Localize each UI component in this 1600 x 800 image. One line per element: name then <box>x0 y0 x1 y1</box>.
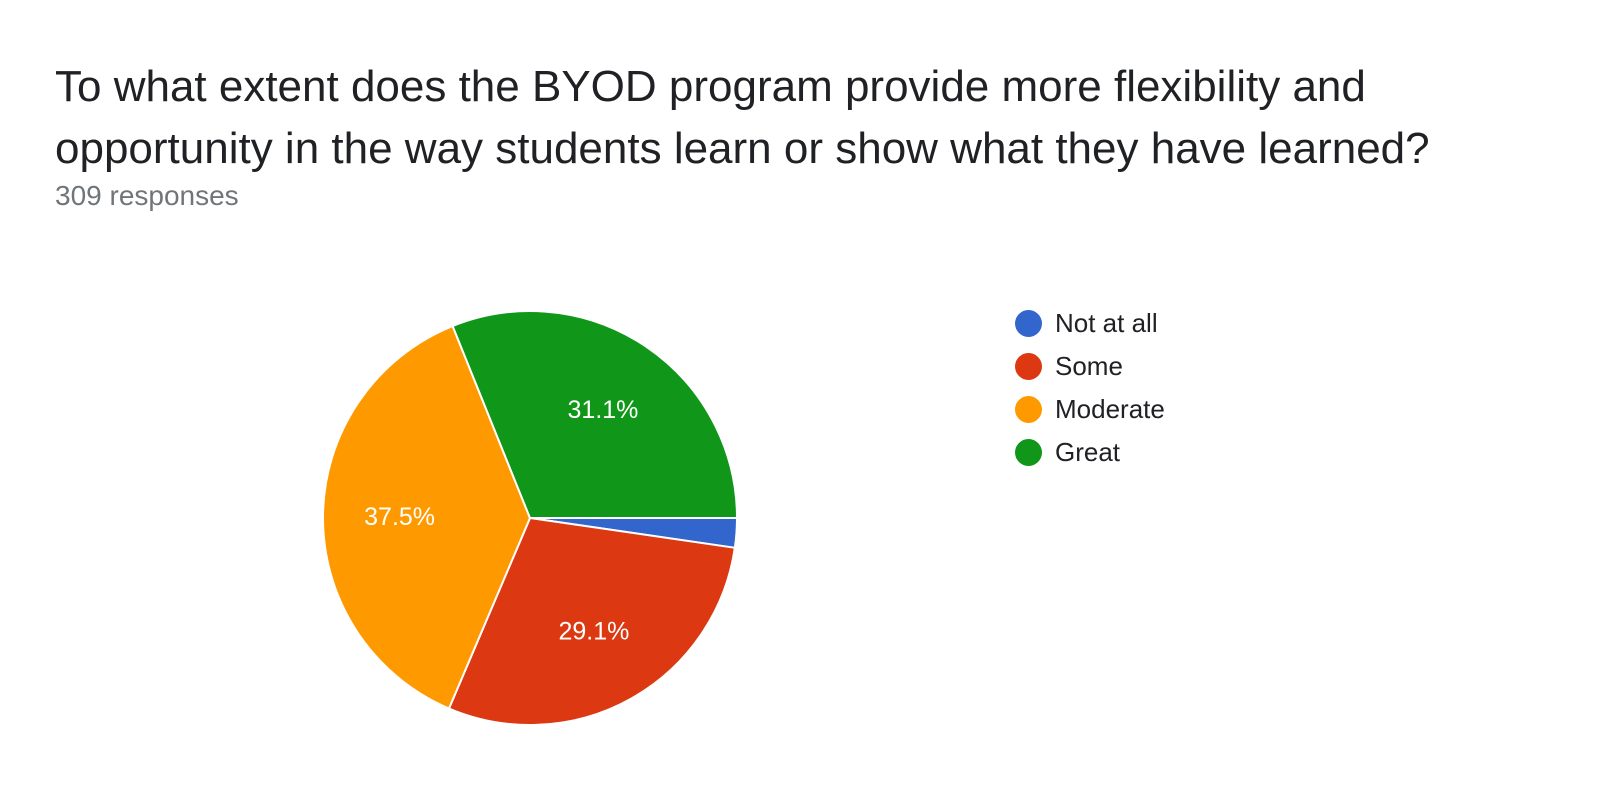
legend-swatch <box>1015 353 1042 380</box>
pie-data-label: 37.5% <box>364 503 435 531</box>
legend-label: Great <box>1055 437 1121 467</box>
response-count: 309 responses <box>55 180 239 211</box>
pie-slice-some <box>447 516 736 726</box>
legend-item: Great <box>1015 431 1165 474</box>
pie-data-label: 29.1% <box>558 618 629 646</box>
legend-swatch <box>1015 439 1042 466</box>
legend-item: Some <box>1015 345 1165 388</box>
question-title: To what extent does the BYOD program pro… <box>55 62 1430 173</box>
legend-label: Some <box>1055 351 1123 381</box>
legend-item: Not at all <box>1015 302 1165 345</box>
chart-legend: Not at all Some Moderate Great <box>1015 302 1165 474</box>
legend-label: Not at all <box>1055 308 1158 338</box>
legend-label: Moderate <box>1055 394 1165 424</box>
pie-slice-moderate <box>322 324 532 710</box>
pie-slice-great <box>451 310 739 519</box>
pie-data-label: 31.1% <box>568 396 639 424</box>
legend-swatch <box>1015 310 1042 337</box>
legend-item: Moderate <box>1015 388 1165 431</box>
legend-swatch <box>1015 396 1042 423</box>
